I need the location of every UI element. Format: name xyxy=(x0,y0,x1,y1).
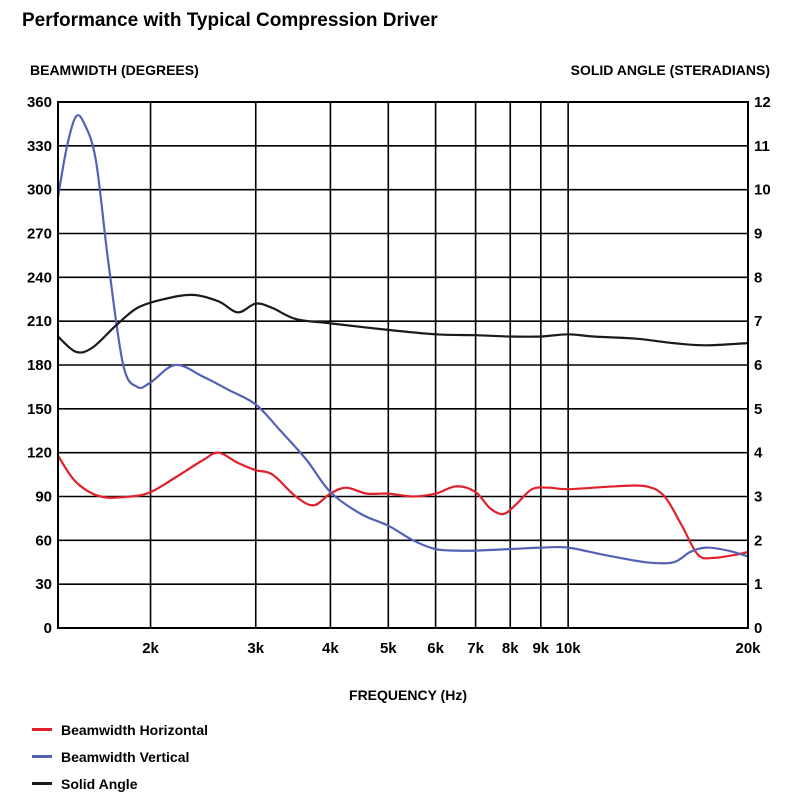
y-tick-label-left: 330 xyxy=(27,138,52,155)
y-tick-label-right: 5 xyxy=(754,401,762,418)
y-tick-label-left: 240 xyxy=(27,269,52,286)
y-tick-label-left: 300 xyxy=(27,182,52,199)
x-tick-label: 8k xyxy=(502,640,519,657)
legend-label-vertical: Beamwidth Vertical xyxy=(61,748,190,765)
series-line-solid-angle xyxy=(56,293,750,354)
y-tick-label-left: 180 xyxy=(27,357,52,374)
chart-title: Performance with Typical Compression Dri… xyxy=(22,10,438,31)
y-tick-label-right: 3 xyxy=(754,489,762,506)
y-tick-label-right: 1 xyxy=(754,576,762,593)
x-tick-label: 3k xyxy=(247,640,264,657)
legend-swatch-vertical xyxy=(32,755,52,758)
x-tick-label: 2k xyxy=(142,640,159,657)
y-tick-label-left: 270 xyxy=(27,226,52,243)
legend: Beamwidth Horizontal Beamwidth Vertical … xyxy=(32,716,208,797)
x-tick-label: 10k xyxy=(556,640,582,657)
legend-label-solid-angle: Solid Angle xyxy=(61,775,138,792)
tick-labels: 0 0 30 1 60 2 90 3 120 4 150 5 180 6 210 7 240 8 270 9 300 10… xyxy=(27,94,771,657)
legend-swatch-solid-angle xyxy=(32,782,52,785)
y-tick-label-left: 0 xyxy=(44,620,52,637)
y-tick-label-right: 0 xyxy=(754,620,762,637)
y-tick-label-right: 8 xyxy=(754,269,762,286)
y-tick-label-right: 7 xyxy=(754,313,762,330)
y-tick-label-left: 90 xyxy=(35,489,52,506)
legend-item-solid-angle: Solid Angle xyxy=(32,770,208,797)
y-tick-label-right: 9 xyxy=(754,226,762,243)
y-tick-label-left: 120 xyxy=(27,445,52,462)
x-tick-label: 9k xyxy=(532,640,549,657)
x-tick-label: 6k xyxy=(427,640,444,657)
legend-label-horizontal: Beamwidth Horizontal xyxy=(61,721,209,738)
series-line-beamwidth-vertical xyxy=(56,114,750,565)
y-tick-label-left: 150 xyxy=(27,401,52,418)
y-tick-label-right: 12 xyxy=(754,94,771,111)
y-tick-label-right: 4 xyxy=(754,445,763,462)
y-tick-label-right: 2 xyxy=(754,532,762,549)
series-line-beamwidth-horizontal xyxy=(56,451,750,560)
y-axis-label-right: SOLID ANGLE (STERADIANS) xyxy=(571,62,770,78)
x-tick-label: 5k xyxy=(380,640,397,657)
y-tick-label-right: 10 xyxy=(754,182,771,199)
y-axis-label-left: BEAMWIDTH (DEGREES) xyxy=(30,62,199,78)
legend-item-beamwidth-horizontal: Beamwidth Horizontal xyxy=(32,716,208,743)
legend-swatch-horizontal xyxy=(32,728,52,731)
plot-frame xyxy=(57,101,749,629)
grid xyxy=(58,101,749,629)
x-tick-label: 20k xyxy=(735,640,761,657)
x-tick-label: 4k xyxy=(322,640,339,657)
y-tick-label-left: 30 xyxy=(35,576,52,593)
y-tick-label-right: 6 xyxy=(754,357,762,374)
legend-item-beamwidth-vertical: Beamwidth Vertical xyxy=(32,743,208,770)
x-tick-label: 7k xyxy=(467,640,484,657)
series-lines xyxy=(56,114,750,565)
y-tick-label-left: 60 xyxy=(35,532,52,549)
y-tick-label-right: 11 xyxy=(754,138,770,155)
y-tick-label-left: 360 xyxy=(27,94,52,111)
x-axis-label: FREQUENCY (Hz) xyxy=(349,687,467,703)
y-tick-label-left: 210 xyxy=(27,313,52,330)
